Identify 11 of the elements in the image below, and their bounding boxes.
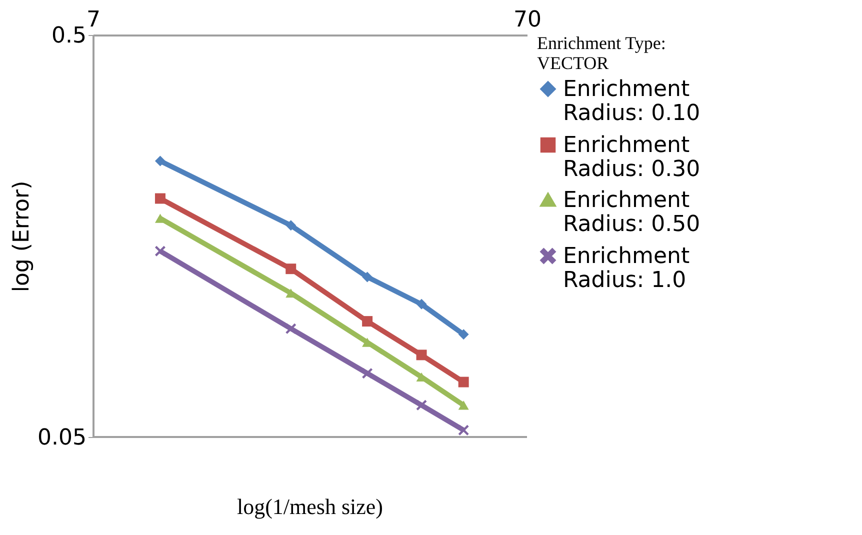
y-tick-label: 0.05 (38, 426, 86, 450)
legend-label: Enrichment Radius: 0.50 (563, 188, 700, 237)
legend-label: Enrichment Radius: 0.30 (563, 133, 700, 182)
y-axis-title: log (Error) (10, 180, 35, 292)
legend-label: Enrichment Radius: 0.10 (563, 77, 700, 126)
x-axis-title: log(1/mesh size) (236, 494, 384, 519)
legend-title: Enrichment Type: VECTOR (537, 33, 666, 73)
legend-label: Enrichment Radius: 1.0 (563, 244, 690, 293)
x-tick-label: 70 (514, 8, 542, 32)
y-tick-label: 0.5 (52, 24, 86, 48)
x-tick-label: 7 (86, 8, 100, 32)
